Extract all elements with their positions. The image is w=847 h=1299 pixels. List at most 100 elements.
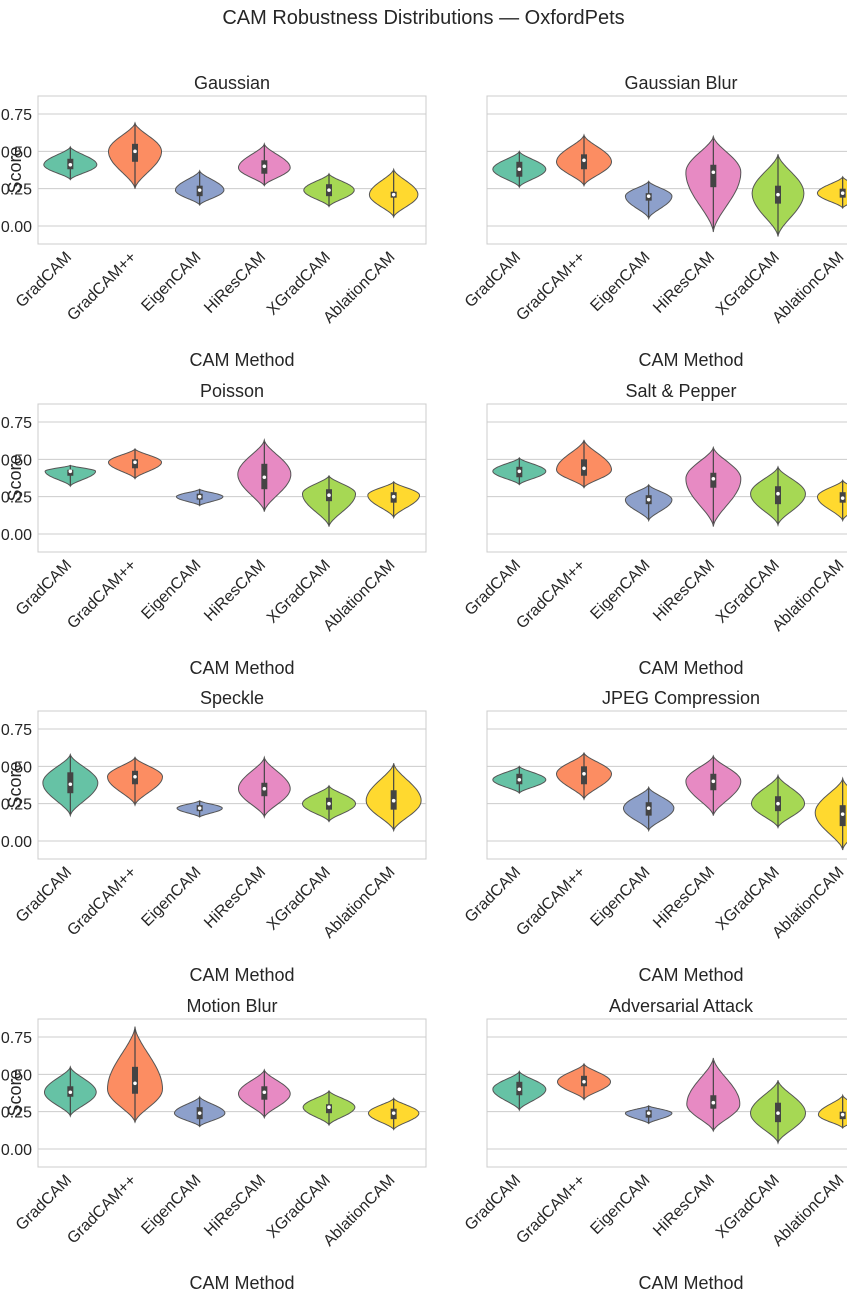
plot-area [486, 403, 847, 553]
xtick-label: GradCAM [13, 249, 75, 311]
plot-area [486, 710, 847, 860]
median-xgradcam [776, 192, 780, 197]
median-gradcam [68, 469, 73, 474]
xtick-label: HiResCAM [650, 1172, 718, 1240]
median-hirescam [711, 170, 716, 175]
x-axis-label: CAM Method [189, 350, 294, 370]
ytick-label: 0.00 [1, 834, 32, 851]
xtick-label: EigenCAM [587, 1172, 653, 1238]
median-hirescam [262, 1090, 267, 1095]
median-xgradcam [776, 801, 780, 806]
xtick-label: EigenCAM [138, 249, 204, 315]
median-eigencam [197, 806, 202, 810]
xtick-label: GradCAM++ [513, 1172, 589, 1248]
median-eigencam [646, 806, 651, 810]
panel-motion-blur: 0.00 0.25 0.50 0.75 Motion Blur Score GradCAMG… [1, 996, 427, 1293]
xtick-label: HiResCAM [201, 1172, 269, 1240]
panel-title: Salt & Pepper [625, 381, 736, 401]
x-axis-label: CAM Method [638, 350, 743, 370]
median-xgradcam [327, 1105, 331, 1110]
median-gradcam [582, 466, 586, 471]
panel-title: Motion Blur [186, 996, 277, 1016]
xtick-label: HiResCAM [650, 557, 718, 625]
median-gradcam [517, 469, 522, 474]
median-xgradcam [327, 493, 331, 497]
x-axis-label: CAM Method [189, 658, 294, 678]
xtick-label: EigenCAM [587, 249, 653, 315]
panel-title: Adversarial Attack [609, 996, 754, 1016]
xtick-label: GradCAM [462, 249, 524, 311]
median-gradcam [517, 1087, 522, 1092]
ytick-label: 0.25 [1, 797, 32, 814]
panel-title: Gaussian Blur [624, 73, 737, 93]
xtick-label: XGradCAM [264, 557, 334, 627]
plot-area [37, 403, 427, 553]
x-axis-label: CAM Method [189, 965, 294, 985]
ytick-label: 0.00 [1, 219, 32, 236]
y-axis-label: Score [5, 146, 25, 193]
ytick-label: 0.25 [1, 490, 32, 507]
median-ablationcam [391, 192, 396, 197]
xtick-label: XGradCAM [713, 557, 783, 627]
ytick-label: 0.75 [1, 107, 32, 124]
ytick-label: 0.75 [1, 1030, 32, 1047]
ytick-label: 0.00 [1, 527, 32, 544]
panel-gaussian-blur: Gaussian Blur GradCAMGradCAM++EigenCAMHiR… [462, 73, 847, 370]
median-xgradcam [776, 1111, 780, 1115]
panel-gaussian: 0.00 0.25 0.50 0.75 Gaussian Score GradCAMGrad… [1, 73, 427, 370]
xtick-label: GradCAM++ [513, 864, 589, 940]
figure-title: CAM Robustness Distributions — OxfordPet… [222, 7, 624, 29]
xtick-label: GradCAM++ [513, 249, 589, 325]
panel-title: Poisson [200, 381, 264, 401]
median-gradcam [582, 1079, 586, 1084]
ytick-label: 0.75 [1, 415, 32, 432]
panel-title: JPEG Compression [602, 688, 760, 708]
xtick-label: GradCAM [462, 864, 524, 926]
median-gradcam [133, 774, 137, 779]
xtick-label: GradCAM++ [64, 249, 140, 325]
median-hirescam [711, 1100, 716, 1105]
median-gradcam [68, 1090, 73, 1095]
median-hirescam [262, 475, 267, 480]
panel-title: Gaussian [194, 73, 270, 93]
xtick-label: XGradCAM [264, 864, 334, 934]
ytick-label: 0.50 [1, 759, 32, 776]
ytick-label: 0.75 [1, 722, 32, 739]
xtick-label: GradCAM++ [64, 557, 140, 633]
panel-title: Speckle [200, 688, 264, 708]
median-xgradcam [776, 491, 780, 496]
median-xgradcam [327, 188, 331, 192]
violin-ablationcam [817, 479, 847, 523]
xtick-label: GradCAM++ [64, 1172, 140, 1248]
median-gradcam [517, 167, 522, 172]
median-eigencam [197, 494, 202, 499]
median-hirescam [711, 476, 716, 481]
median-ablationcam [391, 798, 396, 803]
xtick-label: XGradCAM [713, 864, 783, 934]
xtick-label: EigenCAM [138, 557, 204, 623]
median-gradcam [582, 771, 586, 776]
median-gradcam [133, 149, 137, 154]
ytick-label: 0.50 [1, 144, 32, 161]
ytick-label: 0.25 [1, 182, 32, 199]
xtick-label: GradCAM [462, 557, 524, 619]
xtick-label: XGradCAM [713, 1172, 783, 1242]
xtick-label: GradCAM [13, 557, 75, 619]
ytick-label: 0.50 [1, 1067, 32, 1084]
median-hirescam [711, 779, 716, 784]
xtick-label: GradCAM [462, 1172, 524, 1234]
xtick-label: XGradCAM [264, 1172, 334, 1242]
panel-salt-pepper: Salt & Pepper GradCAMGradCAM++EigenCAMHiR… [462, 381, 847, 678]
median-ablationcam [840, 1112, 845, 1117]
median-ablationcam [391, 1111, 396, 1115]
ytick-label: 0.50 [1, 452, 32, 469]
violin-ablationcam [814, 776, 847, 851]
plot-area [37, 1018, 427, 1168]
plot-area [37, 95, 427, 245]
panel-speckle: 0.00 0.25 0.50 0.75 Speckle Score GradCAMGradC… [1, 688, 427, 985]
panel-poisson: 0.00 0.25 0.50 0.75 Poisson Score GradCAMGradC… [1, 381, 427, 678]
xtick-label: HiResCAM [650, 864, 718, 932]
xtick-label: XGradCAM [713, 249, 783, 319]
xtick-label: EigenCAM [587, 864, 653, 930]
